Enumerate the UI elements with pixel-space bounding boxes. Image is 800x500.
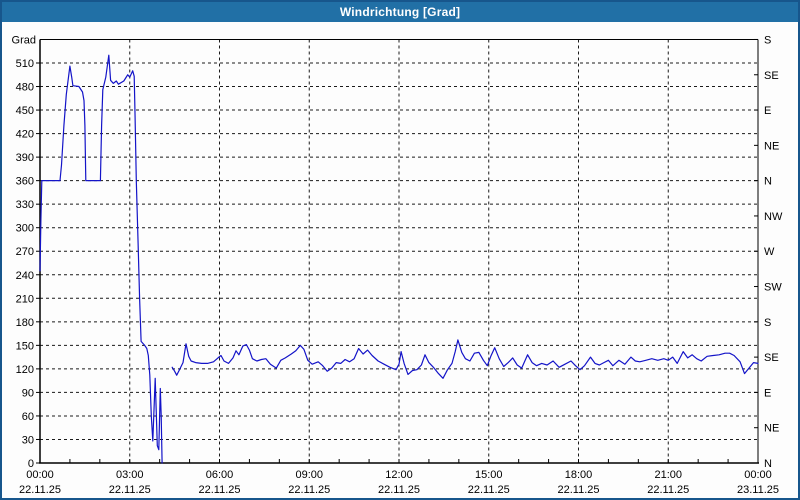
x-date-label: 23.11.25 (737, 484, 779, 496)
x-time-label: 03:00 (116, 469, 144, 481)
x-date-label: 22.11.25 (647, 484, 689, 496)
y-left-tick-label: 180 (16, 317, 34, 329)
y-left-tick-label: 270 (16, 246, 34, 258)
y-left-tick-label: 30 (22, 434, 34, 446)
y-left-tick-label: 120 (16, 364, 34, 376)
y-left-tick-label: 90 (22, 387, 34, 399)
y-right-tick-label: N (764, 458, 772, 470)
y-left-tick-label: 330 (16, 199, 34, 211)
x-time-label: 21:00 (654, 469, 682, 481)
y-right-tick-label: SE (764, 70, 779, 82)
y-left-tick-label: 390 (16, 152, 34, 164)
x-time-label: 18:00 (565, 469, 593, 481)
x-date-label: 22.11.25 (378, 484, 420, 496)
y-right-tick-label: NE (764, 423, 779, 435)
y-left-tick-label: 450 (16, 105, 34, 117)
y-right-tick-label: SE (764, 352, 779, 364)
x-time-label: 09:00 (295, 469, 323, 481)
series-line-windrichtung (171, 339, 759, 379)
y-left-tick-label: 300 (16, 223, 34, 235)
y-left-axis-title: Grad (12, 34, 36, 46)
x-date-label: 22.11.25 (468, 484, 510, 496)
y-left-tick-label: 240 (16, 270, 34, 282)
y-right-tick-label: SW (764, 282, 782, 294)
x-time-label: 06:00 (206, 469, 234, 481)
y-left-tick-label: 510 (16, 58, 34, 70)
series-line-windrichtung (39, 54, 163, 464)
y-left-tick-label: 480 (16, 82, 34, 94)
x-date-label: 22.11.25 (19, 484, 61, 496)
y-right-tick-label: S (764, 317, 771, 329)
y-right-tick-label: W (764, 246, 775, 258)
x-date-label: 22.11.25 (198, 484, 240, 496)
y-left-tick-label: 360 (16, 176, 34, 188)
window-titlebar[interactable]: Windrichtung [Grad] (2, 2, 798, 22)
y-left-tick-label: 210 (16, 293, 34, 305)
x-time-label: 00:00 (744, 469, 772, 481)
y-right-tick-label: N (764, 176, 772, 188)
y-right-tick-label: S (764, 34, 771, 46)
x-time-label: 15:00 (475, 469, 503, 481)
x-date-label: 22.11.25 (557, 484, 599, 496)
y-left-tick-label: 150 (16, 340, 34, 352)
x-time-label: 12:00 (385, 469, 413, 481)
y-right-tick-label: E (764, 105, 771, 117)
x-date-label: 22.11.25 (109, 484, 151, 496)
y-right-tick-label: NW (764, 211, 783, 223)
y-left-tick-label: 0 (28, 458, 34, 470)
y-right-tick-label: NE (764, 140, 779, 152)
y-right-tick-label: E (764, 387, 771, 399)
y-left-tick-label: 60 (22, 411, 34, 423)
y-left-tick-label: 420 (16, 129, 34, 141)
x-date-label: 22.11.25 (288, 484, 330, 496)
x-time-label: 00:00 (26, 469, 54, 481)
window-title: Windrichtung [Grad] (339, 5, 461, 19)
